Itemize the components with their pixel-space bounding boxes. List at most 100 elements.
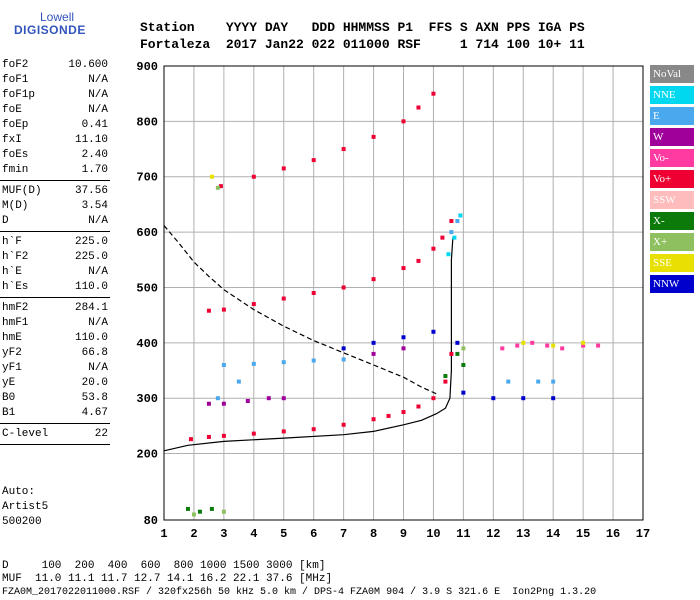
data-point [581,340,586,345]
x-tick-label: 11 [456,527,470,541]
x-tick-label: 14 [546,527,560,541]
data-point [401,346,406,351]
param-row: foEp 0.41 [2,118,108,132]
data-point [251,431,256,436]
y-tick-label: 80 [144,514,158,528]
param-name: hmE [2,332,22,344]
param-row: M(D) 3.54 [2,199,108,213]
x-tick-label: 5 [280,527,287,541]
param-value: N/A [88,362,108,374]
param-row: hmF1 N/A [2,316,108,330]
data-point [209,506,214,511]
param-row: yF1 N/A [2,361,108,375]
param-row: h`F2 225.0 [2,250,108,264]
param-name: D [2,215,9,227]
legend-item: Vo- [650,149,694,167]
param-value: 66.8 [81,347,108,359]
param-value: 0.41 [81,119,108,131]
param-name: yF1 [2,362,22,374]
param-row: MUF(D) 37.56 [2,184,108,198]
data-point [545,343,550,348]
param-separator [0,231,110,232]
data-point [281,296,286,301]
data-point [443,374,448,379]
y-tick-label: 400 [136,337,158,351]
data-point [431,246,436,251]
data-point [371,340,376,345]
y-tick-label: 600 [136,226,158,240]
legend-item: X+ [650,233,694,251]
param-value: 3.54 [81,200,108,212]
data-point [551,379,556,384]
param-name: hmF1 [2,317,29,329]
data-point [221,401,226,406]
data-point [560,346,565,351]
data-point [251,174,256,179]
data-point [221,362,226,367]
param-name: B1 [2,407,16,419]
data-point [191,512,196,517]
data-point [401,266,406,271]
param-name: MUF(D) [2,185,42,197]
param-row: fmin 1.70 [2,163,108,177]
plot-frame [163,65,644,521]
param-value: 284.1 [74,302,108,314]
x-tick-label: 9 [400,527,407,541]
legend-item: SSW [650,191,694,209]
param-name: C-level [2,428,49,440]
data-point [245,398,250,403]
param-value: 110.0 [74,281,108,293]
data-point [416,404,421,409]
param-value: N/A [88,104,108,116]
legend-item: NNE [650,86,694,104]
param-name: foF1p [2,89,36,101]
logo-lowell: Lowell [40,10,75,24]
param-name: foE [2,104,22,116]
param-name: foF1 [2,74,29,86]
data-point [491,396,496,401]
data-point [416,105,421,110]
param-value: 37.56 [74,185,108,197]
data-point [281,396,286,401]
param-row: h`E N/A [2,265,108,279]
param-value: 1.70 [81,164,108,176]
data-point [206,434,211,439]
param-value: 20.0 [81,377,108,389]
param-value: 53.8 [81,392,108,404]
param-row: fxI 11.10 [2,133,108,147]
data-point [311,427,316,432]
data-point [401,410,406,415]
data-point [440,235,445,240]
y-tick-label: 900 [136,60,158,74]
param-name: h`F2 [2,251,29,263]
x-tick-label: 1 [160,527,167,541]
param-name: foEs [2,149,29,161]
data-point [515,343,520,348]
file-info-row: FZA0M_2017022011000.RSF / 320fx256h 50 k… [2,587,597,598]
param-row: B0 53.8 [2,391,108,405]
param-value: 11.10 [74,134,108,146]
param-row: h`Es 110.0 [2,280,108,294]
param-name: h`F [2,236,22,248]
data-point [281,429,286,434]
data-point [521,340,526,345]
autoscale-code: 500200 [2,516,42,528]
y-tick-label: 800 [136,115,158,129]
x-tick-label: 15 [576,527,590,541]
data-point [197,509,202,514]
param-name: fmin [2,164,29,176]
data-point [215,185,220,190]
x-tick-label: 4 [250,527,257,541]
data-point [455,219,460,224]
legend-item: SSE [650,254,694,272]
data-point [236,379,241,384]
data-point [521,396,526,401]
data-point [251,302,256,307]
data-point [416,258,421,263]
data-point [449,230,454,235]
auto-label: Auto: [2,486,36,498]
data-point [341,285,346,290]
data-point [209,174,214,179]
data-point [221,307,226,312]
data-point [371,134,376,139]
